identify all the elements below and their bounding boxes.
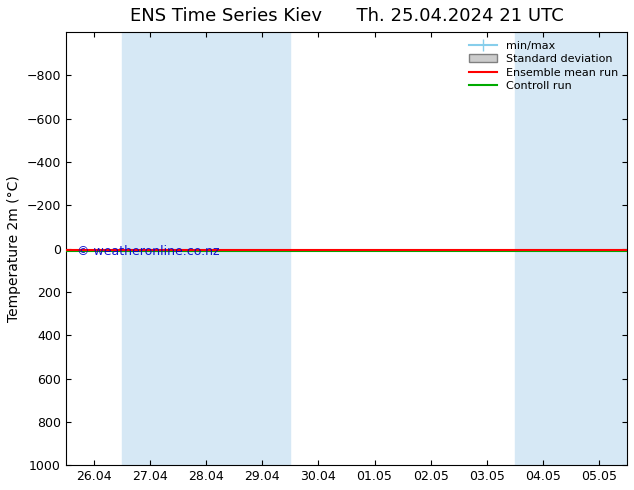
Legend: min/max, Standard deviation, Ensemble mean run, Controll run: min/max, Standard deviation, Ensemble me…: [466, 38, 621, 94]
Y-axis label: Temperature 2m (°C): Temperature 2m (°C): [7, 175, 21, 322]
Bar: [234, 32, 290, 465]
Bar: [571, 32, 627, 465]
Bar: [122, 32, 178, 465]
Bar: [515, 32, 571, 465]
Title: ENS Time Series Kiev      Th. 25.04.2024 21 UTC: ENS Time Series Kiev Th. 25.04.2024 21 U…: [129, 7, 564, 25]
Bar: [178, 32, 234, 465]
Text: © weatheronline.co.nz: © weatheronline.co.nz: [77, 245, 219, 258]
